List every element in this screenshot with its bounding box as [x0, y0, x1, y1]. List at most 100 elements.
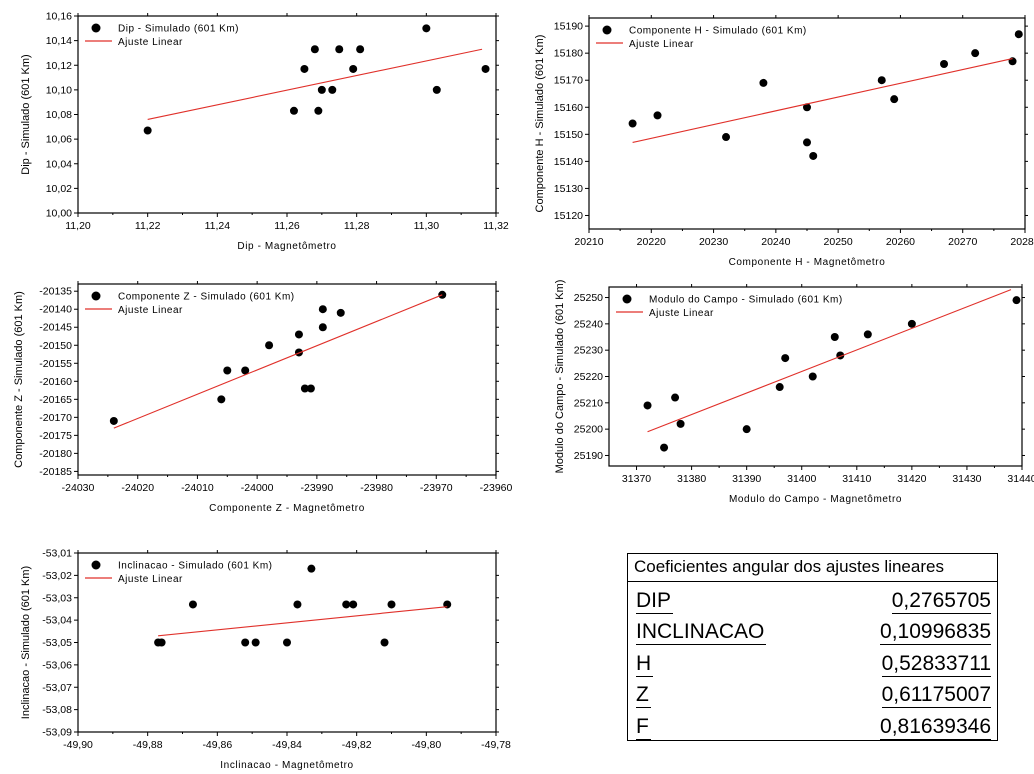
- y-tick-label: -53,02: [42, 570, 72, 582]
- x-tick-label: -24020: [121, 482, 154, 494]
- y-tick-label: -20175: [39, 430, 72, 442]
- y-tick-label: -20140: [39, 304, 72, 316]
- data-point: [293, 600, 302, 609]
- x-tick-label: -24010: [181, 482, 214, 494]
- x-tick-label: -49,80: [411, 739, 441, 751]
- x-tick-label: -49,90: [63, 739, 93, 751]
- y-tick-label: -53,05: [42, 637, 72, 649]
- data-point: [109, 416, 118, 425]
- coef-row-dip: DIP 0,2765705: [628, 582, 997, 614]
- x-tick-label: 31400: [787, 473, 816, 485]
- legend-label-points: Dip - Simulado (601 Km): [118, 24, 239, 35]
- x-tick-label: 31370: [622, 473, 651, 485]
- fit-line: [632, 58, 1013, 143]
- legend-marker-point: [602, 25, 612, 35]
- coef-row-f: F 0,81639346: [628, 708, 997, 740]
- y-axis-label: Componente Z - Simulado (601 Km): [13, 291, 25, 468]
- coef-name: Z: [636, 683, 651, 708]
- x-tick-label: 11,22: [135, 220, 161, 232]
- data-point: [188, 600, 197, 609]
- legend-label-line: Ajuste Linear: [118, 574, 183, 585]
- y-tick-label: -20150: [39, 340, 72, 352]
- chart-panel-2: 20210 20220 20230 20240 20250 20260 20270 20280…: [534, 15, 1034, 268]
- x-tick-label: -23960: [480, 482, 513, 494]
- x-tick-label: -49,88: [133, 739, 163, 751]
- y-tick-label: 15130: [554, 183, 583, 195]
- data-point: [157, 638, 166, 647]
- data-point: [890, 95, 899, 104]
- legend-marker-point: [91, 23, 101, 33]
- data-point: [317, 85, 326, 94]
- legend-marker-point: [91, 560, 101, 570]
- y-tick-label: -53,04: [42, 615, 72, 627]
- x-tick-label: 11,30: [414, 220, 440, 232]
- y-tick-label: -53,08: [42, 704, 72, 716]
- data-point: [356, 45, 365, 54]
- x-tick-label: 11,26: [274, 220, 300, 232]
- x-tick-label: -49,82: [342, 739, 372, 751]
- data-point: [809, 151, 818, 160]
- data-point: [863, 330, 872, 339]
- fit-line: [113, 294, 443, 429]
- data-point: [971, 49, 980, 58]
- y-tick-label: -20135: [39, 286, 72, 298]
- data-point: [300, 64, 309, 73]
- x-tick-label: 20250: [824, 236, 853, 248]
- y-tick-label: 10,08: [46, 109, 72, 121]
- x-tick-label: 20230: [699, 236, 728, 248]
- chart-panel-3: -24030 -24020 -24010 -24000 -23990 -23980 -239…: [13, 281, 513, 514]
- x-tick-label: 20280: [1010, 236, 1034, 248]
- y-tick-label: 10,14: [46, 35, 72, 47]
- data-point: [660, 443, 669, 452]
- coef-value: 0,61175007: [881, 683, 991, 708]
- x-tick-label: 31440: [1007, 473, 1034, 485]
- y-axis-label: Dip - Simulado (601 Km): [20, 54, 32, 174]
- data-point: [422, 24, 431, 33]
- data-point: [1012, 296, 1021, 305]
- y-axis-label: Modulo do Campo - Simulado (601 Km): [554, 280, 566, 474]
- coef-row-z: Z 0,61175007: [628, 677, 997, 708]
- x-tick-label: -23990: [301, 482, 334, 494]
- coefficients-table-title: Coeficientes angular dos ajustes lineare…: [628, 554, 997, 582]
- coef-name: H: [636, 651, 654, 677]
- legend-label-line: Ajuste Linear: [629, 39, 694, 50]
- x-tick-label: 11,28: [344, 220, 370, 232]
- x-tick-label: 20260: [886, 236, 915, 248]
- y-tick-label: 10,10: [46, 84, 72, 96]
- legend-label-line: Ajuste Linear: [649, 308, 714, 319]
- x-tick-label: -24030: [62, 482, 95, 494]
- data-point: [759, 78, 768, 87]
- x-tick-label: 20270: [948, 236, 977, 248]
- data-point: [907, 319, 916, 328]
- fit-line: [147, 48, 483, 120]
- data-point: [307, 564, 316, 573]
- y-tick-label: 25240: [574, 318, 603, 330]
- coef-value: 0,2765705: [891, 588, 991, 614]
- y-tick-label: 25230: [574, 345, 603, 357]
- x-tick-label: -49,78: [481, 739, 511, 751]
- legend-label-line: Ajuste Linear: [118, 37, 183, 48]
- data-point: [241, 366, 250, 375]
- x-tick-label: 31390: [732, 473, 761, 485]
- data-point: [643, 401, 652, 410]
- y-tick-label: -53,09: [42, 727, 72, 739]
- x-tick-label: 31380: [677, 473, 706, 485]
- fit-line: [647, 289, 1012, 433]
- x-tick-label: -24000: [241, 482, 274, 494]
- legend-label-points: Componente Z - Simulado (601 Km): [118, 292, 295, 303]
- coef-row-inclinacao: INCLINACAO 0,10996835: [628, 614, 997, 645]
- data-point: [283, 638, 291, 647]
- data-point: [265, 341, 274, 350]
- y-tick-label: -53,01: [42, 548, 72, 560]
- y-tick-label: 25200: [574, 424, 603, 436]
- y-tick-label: -20165: [39, 394, 72, 406]
- coef-value: 0,52833711: [881, 651, 991, 677]
- data-point: [387, 600, 396, 609]
- data-point: [300, 384, 309, 393]
- x-tick-label: 20240: [761, 236, 790, 248]
- x-tick-label: 31420: [897, 473, 926, 485]
- legend-marker-point: [622, 294, 632, 304]
- x-axis-label: Dip - Magnetômetro: [237, 241, 336, 252]
- data-point: [742, 425, 751, 434]
- y-tick-label: 10,06: [46, 134, 72, 146]
